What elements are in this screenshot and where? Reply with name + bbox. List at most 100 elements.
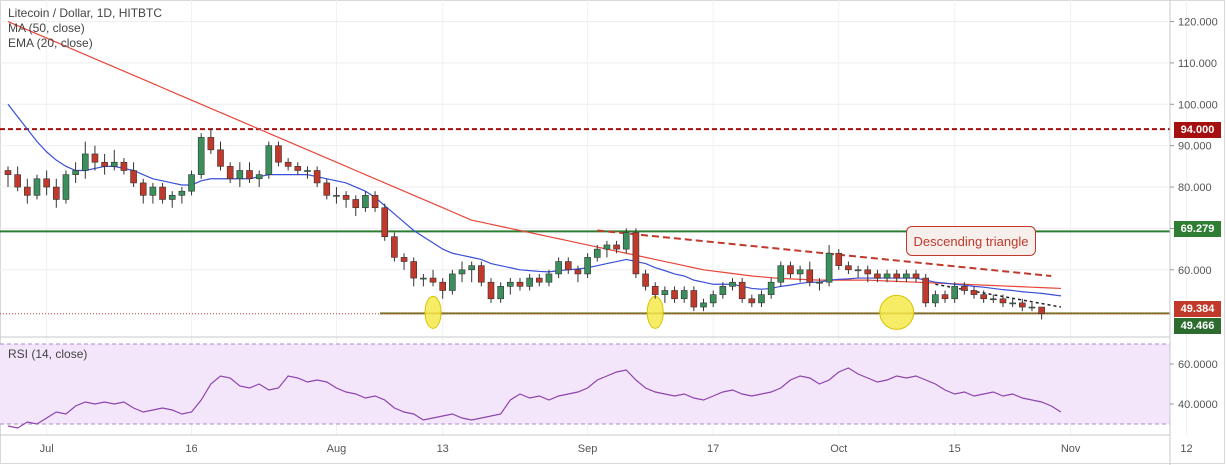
candle-body [912, 273, 920, 279]
candle [758, 290, 765, 308]
candle-body [159, 186, 166, 200]
candle [458, 261, 466, 283]
candle-body [758, 294, 765, 304]
candle-body [333, 195, 340, 197]
candle [690, 286, 698, 312]
candle-body [903, 273, 910, 279]
support-highlights [424, 294, 915, 330]
candle-body [990, 298, 997, 301]
candle-body [729, 281, 736, 287]
candle [603, 240, 611, 258]
candle-body [1038, 306, 1045, 314]
candle-body [816, 281, 823, 284]
rsi-tick-label: 40.0000 [1178, 399, 1218, 411]
candle-body [62, 174, 70, 200]
candle-body [806, 269, 814, 283]
rsi-line [7, 367, 1062, 429]
time-tick-label: 17 [707, 443, 719, 455]
candle-body [661, 290, 669, 295]
candle-body [24, 186, 31, 196]
candle-body [980, 294, 987, 300]
candle [14, 166, 21, 192]
candle [497, 282, 504, 303]
candle-body [632, 232, 640, 275]
candle-body [362, 195, 369, 209]
candle-body [738, 281, 746, 300]
candle [217, 141, 224, 171]
candle-body [110, 161, 118, 167]
candle-body [854, 269, 862, 272]
candle-body [507, 281, 514, 287]
time-tick-label: Nov [1061, 443, 1081, 455]
candle [680, 286, 688, 303]
candle [806, 261, 814, 287]
support-touch-highlight [646, 295, 664, 329]
candle-body [429, 277, 437, 283]
candle-body [275, 145, 282, 163]
price-tick-label: 90.000 [1178, 141, 1212, 153]
candle-body [371, 195, 379, 209]
candle [951, 282, 958, 303]
candle [110, 149, 118, 171]
candle [333, 187, 340, 204]
candle [284, 158, 292, 171]
time-tick-label: 16 [185, 443, 197, 455]
rsi-panel [0, 343, 1170, 429]
candle [120, 158, 128, 175]
price-tick-label: 60.000 [1178, 265, 1212, 277]
candle [835, 249, 843, 270]
candle [342, 191, 350, 208]
candle-body [593, 248, 601, 258]
candle [352, 195, 360, 217]
candle [159, 182, 166, 204]
candlesticks [4, 129, 1045, 320]
candle [574, 265, 582, 283]
rsi-tick-label: 60.0000 [1178, 359, 1218, 371]
ema-legend: EMA (20, close) [8, 36, 93, 50]
candle [738, 278, 746, 303]
candle [845, 261, 852, 274]
candle [903, 269, 910, 283]
candle [526, 273, 533, 291]
descending-triangle-label[interactable]: Descending triangle [906, 226, 1036, 256]
candle-body [139, 182, 147, 196]
time-tick-label: 15 [949, 443, 961, 455]
candle [255, 170, 263, 188]
candle-body [671, 290, 678, 300]
candle-body [864, 269, 872, 275]
support-price-tag: 49.466 [1174, 318, 1221, 334]
ma-legend: MA (50, close) [8, 21, 85, 35]
candle-body [574, 269, 582, 275]
candle [1018, 298, 1026, 312]
candle-body [120, 161, 128, 171]
candle-body [709, 294, 717, 304]
candle-body [313, 170, 321, 184]
candle [767, 278, 775, 299]
candle-body [545, 273, 553, 283]
candle-body [941, 294, 949, 300]
time-tick-label: 13 [437, 443, 449, 455]
candle-body [207, 137, 215, 151]
chart-legend: Litecoin / Dollar, 1D, HITBTC MA (50, cl… [8, 6, 162, 51]
candle-body [1028, 306, 1036, 309]
candle-body [391, 236, 398, 258]
candle [961, 282, 968, 295]
candle-body [748, 298, 756, 304]
candle [178, 187, 186, 204]
candle-body [304, 170, 311, 172]
candle-body [680, 290, 688, 300]
candle-body [130, 170, 137, 184]
candle [700, 298, 707, 312]
candle [101, 153, 108, 175]
candle-body [294, 166, 302, 171]
candle-body [246, 170, 253, 180]
candle-body [168, 195, 176, 200]
candle-body [874, 273, 881, 279]
candle-body [700, 302, 707, 308]
candle-body [149, 186, 157, 196]
candle [168, 191, 176, 208]
candle-body [584, 257, 591, 275]
ma-line [7, 20, 1061, 290]
price-tick-label: 80.000 [1178, 182, 1212, 194]
